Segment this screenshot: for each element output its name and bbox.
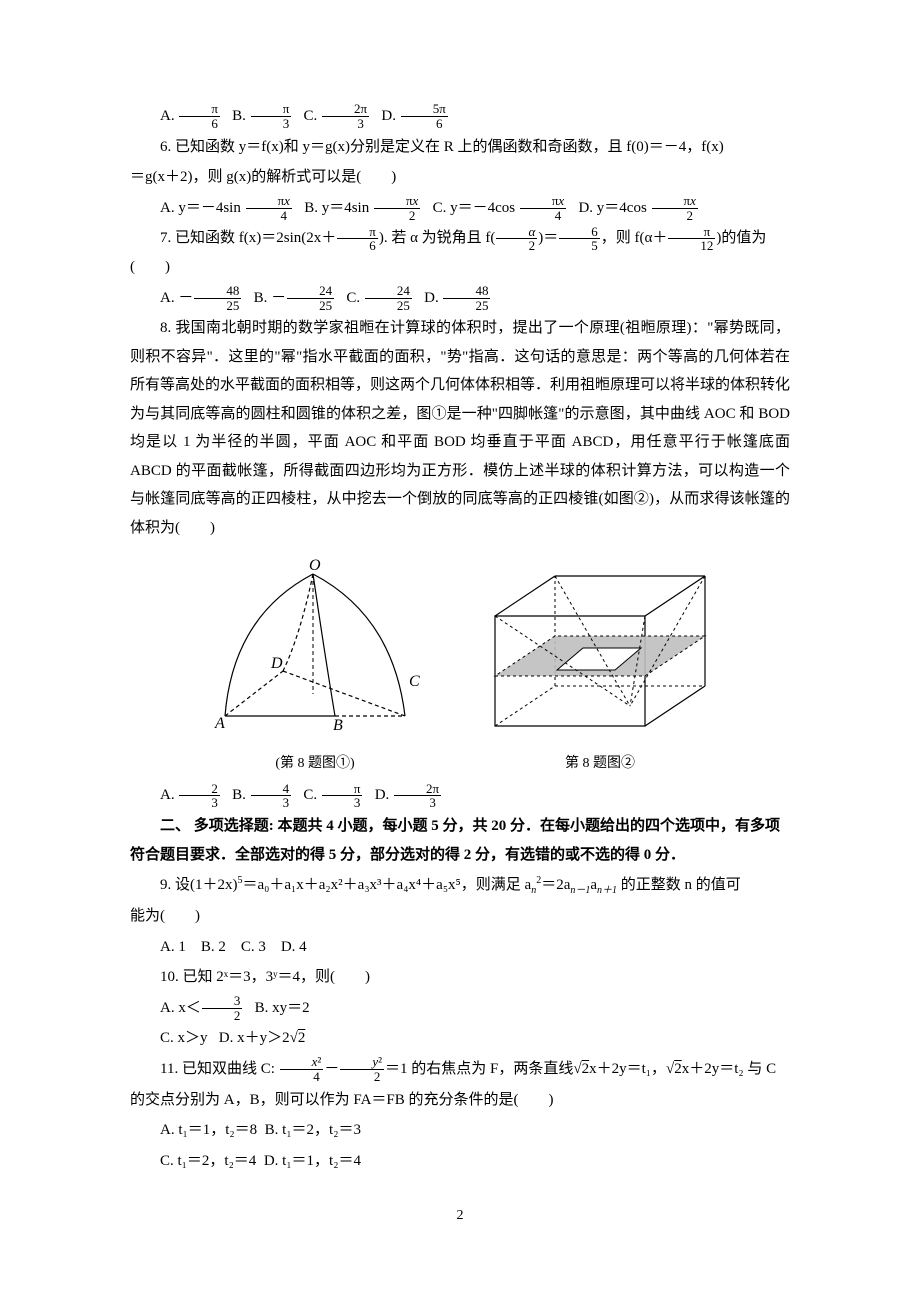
q10-options-ab: A. x＜32 B. xy＝2 bbox=[130, 994, 790, 1023]
svg-text:C: C bbox=[409, 673, 420, 690]
section2-heading: 二、 多项选择题: 本题共 4 小题，每小题 5 分，共 20 分．在每小题给出… bbox=[130, 812, 790, 869]
q10-stem: 10. 已知 2ˣ＝3，3ʸ＝4，则( ) bbox=[130, 963, 790, 992]
q11-stem-l2: 的交点分别为 A，B，则可以作为 FA＝FB 的充分条件的是( ) bbox=[130, 1086, 790, 1115]
q5-options: A. π6 B. π3 C. 2π3 D. 5π6 bbox=[130, 102, 790, 131]
q8-figures: O A B C D (第 8 题图①) 第 8 题图② bbox=[130, 556, 790, 777]
q5-b-lead: B. bbox=[232, 108, 250, 124]
svg-text:O: O bbox=[309, 557, 321, 574]
q8-fig1: O A B C D (第 8 题图①) bbox=[205, 556, 425, 777]
tent-diagram-icon: O A B C D bbox=[205, 556, 425, 736]
q9-stem: 9. 设(1＋2x)5＝a₀＋a₁x＋a₂x²＋a₃x³＋a₄x⁴＋a₅x⁵，则… bbox=[130, 871, 790, 900]
q11-stem: 11. 已知双曲线 C: x²4－y²2＝1 的右焦点为 F，两条直线√2x＋2… bbox=[130, 1055, 790, 1084]
q5-a-lead: A. bbox=[160, 108, 178, 124]
q8-stem: 8. 我国南北朝时期的数学家祖暅在计算球的体积时，提出了一个原理(祖暅原理)："… bbox=[130, 314, 790, 542]
q5-c-lead: C. bbox=[304, 108, 322, 124]
q6-stem-l1: 6. 已知函数 y＝f(x)和 y＝g(x)分别是定义在 R 上的偶函数和奇函数… bbox=[130, 133, 790, 162]
q9-options: A. 1 B. 2 C. 3 D. 4 bbox=[130, 933, 790, 962]
q6-stem-l2: ＝g(x＋2)，则 g(x)的解析式可以是( ) bbox=[130, 163, 790, 192]
q6-options: A. y＝－4sin πx4 B. y＝4sin πx2 C. y＝－4cos … bbox=[130, 194, 790, 223]
q11-options-ab: A. t₁＝1，t₂＝8 B. t₁＝2，t₂＝3 bbox=[130, 1116, 790, 1145]
svg-text:A: A bbox=[214, 715, 225, 732]
prism-diagram-icon bbox=[485, 566, 715, 736]
q10-options-cd: C. x＞y D. x＋y＞2√2 bbox=[130, 1024, 790, 1053]
q7-options: A. －4825 B. －2425 C. 2425 D. 4825 bbox=[130, 284, 790, 313]
q7-stem: 7. 已知函数 f(x)＝2sin(2x＋π6). 若 α 为锐角且 f(α2)… bbox=[130, 224, 790, 281]
q8-options: A. 23 B. 43 C. π3 D. 2π3 bbox=[130, 781, 790, 810]
svg-text:B: B bbox=[333, 717, 343, 734]
q8-fig2: 第 8 题图② bbox=[485, 566, 715, 777]
page-number: 2 bbox=[130, 1203, 790, 1230]
q5-b-frac: π3 bbox=[251, 102, 292, 130]
q5-d-frac: 5π6 bbox=[401, 102, 448, 130]
svg-text:D: D bbox=[270, 655, 283, 672]
q11-options-cd: C. t₁＝2，t₂＝4 D. t₁＝1，t₂＝4 bbox=[130, 1147, 790, 1176]
q5-a-frac: π6 bbox=[179, 102, 220, 130]
q5-d-lead: D. bbox=[381, 108, 399, 124]
q8-fig1-caption: (第 8 题图①) bbox=[205, 751, 425, 778]
q9-stem-l2: 能为( ) bbox=[130, 902, 790, 931]
q5-c-frac: 2π3 bbox=[322, 102, 369, 130]
q8-fig2-caption: 第 8 题图② bbox=[485, 751, 715, 778]
